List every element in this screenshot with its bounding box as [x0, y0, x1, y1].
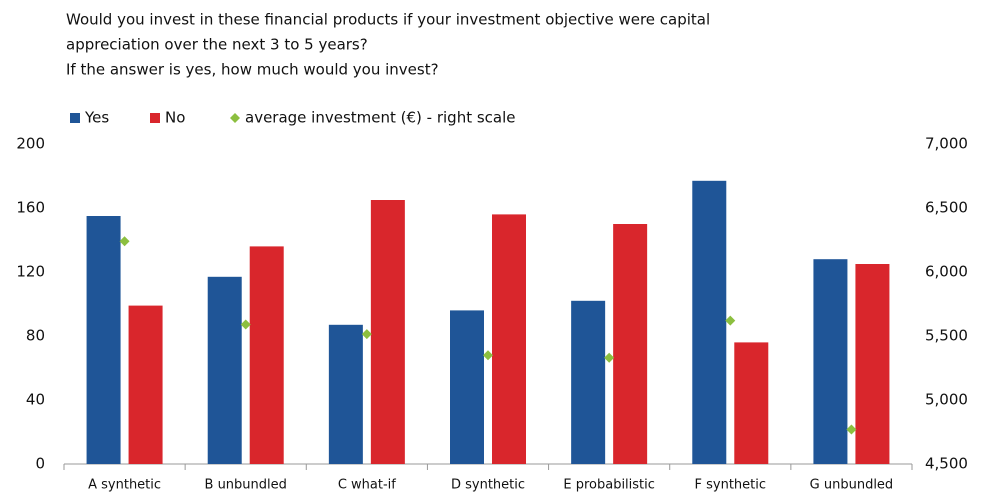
bar: [328, 324, 363, 464]
x-tick-label: B unbundled: [205, 478, 287, 493]
y2-tick-label: 6,000: [925, 263, 968, 281]
x-tick-label: D synthetic: [451, 478, 525, 493]
legend-swatch: [150, 113, 160, 123]
y2-tick-label: 5,000: [925, 391, 968, 409]
marker: [483, 350, 493, 361]
bar: [86, 216, 121, 464]
y2-tick-label: 7,000: [925, 135, 968, 153]
chart-title: Would you invest in these financial prod…: [66, 11, 710, 29]
bar: [207, 276, 242, 464]
y2-tick-label: 6,500: [925, 199, 968, 217]
chart-title: If the answer is yes, how much would you…: [66, 61, 439, 79]
y-tick-label: 80: [26, 327, 45, 345]
marker: [361, 329, 372, 340]
bar: [370, 200, 405, 464]
legend-swatch: [70, 113, 80, 123]
y-tick-label: 120: [16, 263, 45, 281]
legend-label: No: [165, 109, 185, 127]
bar: [613, 224, 648, 464]
bar: [692, 180, 727, 465]
bar: [492, 214, 526, 464]
bar: [571, 300, 606, 464]
bar: [855, 264, 890, 464]
x-tick-label: C what-if: [338, 478, 396, 493]
y-tick-label: 40: [26, 391, 45, 409]
y-tick-label: 160: [16, 199, 45, 217]
y-tick-label: 200: [16, 135, 45, 153]
legend-label: Yes: [84, 109, 109, 127]
x-tick-label: E probabilistic: [563, 478, 655, 493]
bar: [813, 259, 848, 464]
marker: [119, 236, 130, 247]
bar: [734, 342, 769, 464]
chart-title: appreciation over the next 3 to 5 years?: [66, 36, 368, 54]
bar: [128, 305, 163, 464]
x-tick-label: G unbundled: [810, 478, 894, 493]
bar: [450, 310, 484, 464]
legend-label: average investment (€) - right scale: [245, 109, 516, 127]
y2-tick-label: 5,500: [925, 327, 968, 345]
y2-tick-label: 4,500: [925, 455, 968, 473]
marker: [725, 315, 736, 326]
bar: [249, 246, 284, 464]
y-tick-label: 0: [35, 455, 45, 473]
x-tick-label: A synthetic: [88, 478, 161, 493]
marker: [604, 352, 615, 363]
marker: [240, 319, 251, 330]
legend-marker: [230, 113, 240, 123]
x-tick-label: F synthetic: [695, 478, 767, 493]
marker: [846, 424, 857, 435]
